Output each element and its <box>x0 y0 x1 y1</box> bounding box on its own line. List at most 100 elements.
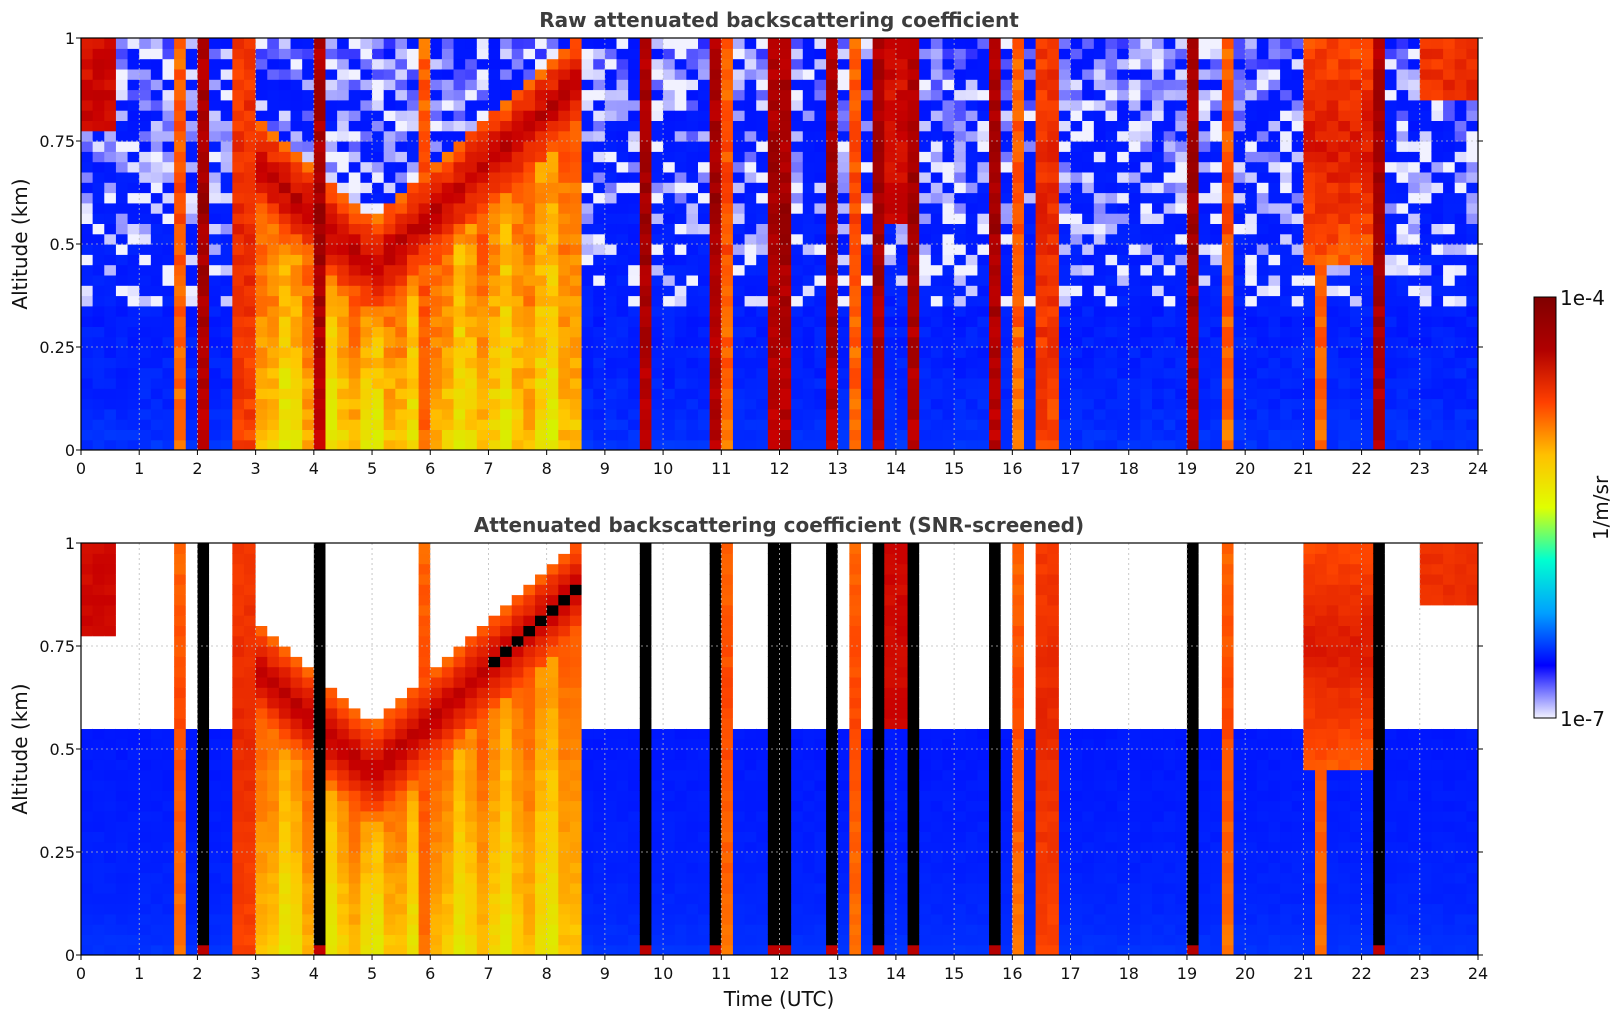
heatmap-cell <box>838 419 850 430</box>
heatmap-cell <box>1164 234 1176 245</box>
heatmap-cell <box>535 419 547 430</box>
heatmap-cell <box>593 223 605 234</box>
heatmap-cell <box>1071 337 1083 348</box>
heatmap-cell <box>942 275 954 286</box>
heatmap-cell <box>488 38 500 49</box>
heatmap-cell <box>1234 326 1246 337</box>
heatmap-cell <box>139 265 151 276</box>
heatmap-cell <box>1292 234 1304 245</box>
heatmap-cell <box>349 357 361 368</box>
heatmap-cell <box>116 337 128 348</box>
heatmap-cell <box>197 326 209 337</box>
heatmap-cell <box>128 429 140 440</box>
heatmap-cell <box>349 48 361 59</box>
heatmap-cell <box>896 429 908 440</box>
heatmap-cell <box>1362 100 1374 111</box>
heatmap-cell <box>360 296 372 307</box>
heatmap-cell <box>1466 110 1478 121</box>
heatmap-cell <box>1466 234 1478 245</box>
heatmap-cell <box>1129 368 1141 379</box>
heatmap-cell <box>1117 90 1129 101</box>
heatmap-cell <box>1187 409 1199 420</box>
heatmap-cell <box>244 48 256 59</box>
heatmap-cell <box>1397 90 1409 101</box>
heatmap-cell <box>1338 223 1350 234</box>
heatmap-cell <box>628 100 640 111</box>
heatmap-cell <box>605 285 617 296</box>
heatmap-cell <box>477 429 489 440</box>
heatmap-cell <box>477 378 489 389</box>
heatmap-cell <box>209 172 221 183</box>
heatmap-cell <box>314 48 326 59</box>
heatmap-cell <box>558 285 570 296</box>
heatmap-cell <box>488 337 500 348</box>
heatmap-cell <box>780 254 792 265</box>
heatmap-cell <box>803 120 815 131</box>
heatmap-cell <box>1466 399 1478 410</box>
heatmap-cell <box>1408 172 1420 183</box>
heatmap-cell <box>896 48 908 59</box>
heatmap-cell <box>1140 100 1152 111</box>
heatmap-cell <box>814 337 826 348</box>
heatmap-cell <box>1315 275 1327 286</box>
heatmap-cell <box>314 100 326 111</box>
heatmap-cell <box>756 326 768 337</box>
heatmap-cell <box>1245 419 1257 430</box>
heatmap-cell <box>710 347 722 358</box>
heatmap-cell <box>617 399 629 410</box>
heatmap-cell <box>1036 131 1048 142</box>
heatmap-cell <box>267 419 279 430</box>
x-tick-label: 19 <box>1177 459 1197 478</box>
heatmap-cell <box>209 399 221 410</box>
heatmap-cell <box>1222 275 1234 286</box>
heatmap-cell <box>395 141 407 152</box>
heatmap-cell <box>1466 141 1478 152</box>
heatmap-cell <box>803 265 815 276</box>
heatmap-cell <box>1140 337 1152 348</box>
heatmap-cell <box>570 254 582 265</box>
heatmap-cell <box>93 656 105 667</box>
heatmap-cell <box>1327 90 1339 101</box>
heatmap-cell <box>1024 182 1036 193</box>
heatmap-cell <box>1117 48 1129 59</box>
heatmap-cell <box>139 48 151 59</box>
heatmap-cell <box>1024 440 1036 451</box>
heatmap-cell <box>884 90 896 101</box>
heatmap-cell <box>908 275 920 286</box>
heatmap-cell <box>162 316 174 327</box>
heatmap-cell <box>454 347 466 358</box>
heatmap-cell <box>908 48 920 59</box>
heatmap-cell <box>1117 388 1129 399</box>
heatmap-cell <box>337 110 349 121</box>
heatmap-cell <box>1397 347 1409 358</box>
heatmap-cell <box>989 234 1001 245</box>
heatmap-cell <box>1152 162 1164 173</box>
heatmap-cell <box>838 368 850 379</box>
heatmap-cell <box>1210 265 1222 276</box>
heatmap-cell <box>942 234 954 245</box>
heatmap-cell <box>756 48 768 59</box>
heatmap-cell <box>407 182 419 193</box>
heatmap-cell <box>1140 38 1152 49</box>
heatmap-cell <box>151 38 163 49</box>
heatmap-cell <box>884 285 896 296</box>
heatmap-cell <box>1350 193 1362 204</box>
heatmap-cell <box>372 48 384 59</box>
heatmap-cell <box>1082 90 1094 101</box>
heatmap-cell <box>1315 120 1327 131</box>
heatmap-cell <box>279 244 291 255</box>
heatmap-cell <box>1210 59 1222 70</box>
heatmap-cell <box>977 131 989 142</box>
heatmap-cell <box>954 48 966 59</box>
heatmap-cell <box>710 399 722 410</box>
heatmap-cell <box>768 265 780 276</box>
heatmap-cell <box>430 172 442 183</box>
heatmap-cell <box>291 234 303 245</box>
heatmap-cell <box>745 254 757 265</box>
heatmap-cell <box>1431 234 1443 245</box>
heatmap-cell <box>1385 182 1397 193</box>
heatmap-cell <box>442 357 454 368</box>
heatmap-cell <box>1338 141 1350 152</box>
heatmap-cell <box>1059 151 1071 162</box>
heatmap-cell <box>1140 182 1152 193</box>
